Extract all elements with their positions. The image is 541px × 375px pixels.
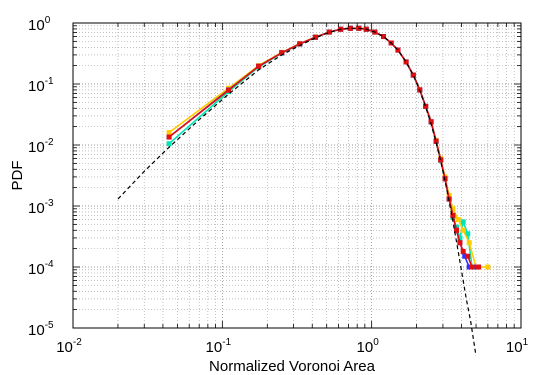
y-tick-label-base: 10 bbox=[28, 261, 45, 278]
data-point bbox=[410, 72, 416, 78]
y-axis-label: PDF bbox=[9, 161, 26, 191]
y-tick-label-exponent: 0 bbox=[45, 15, 51, 26]
data-point bbox=[466, 264, 472, 270]
data-point bbox=[428, 119, 434, 125]
data-point bbox=[395, 47, 401, 53]
data-point bbox=[297, 41, 303, 47]
y-tick-label: 100 bbox=[28, 15, 51, 34]
data-point bbox=[469, 264, 475, 270]
data-point bbox=[457, 235, 463, 241]
x-tick-label-base: 10 bbox=[357, 339, 374, 356]
data-point bbox=[256, 63, 262, 69]
data-point bbox=[433, 138, 439, 144]
y-tick-label: 10-1 bbox=[28, 76, 54, 95]
y-tick-label: 10-4 bbox=[28, 259, 54, 278]
y-tick-label-exponent: -3 bbox=[45, 198, 54, 209]
data-point bbox=[465, 231, 471, 237]
y-tick-label-base: 10 bbox=[28, 200, 45, 217]
data-point bbox=[166, 130, 172, 136]
y-tick-label-exponent: -2 bbox=[45, 137, 54, 148]
y-tick-label-exponent: -5 bbox=[45, 320, 54, 331]
x-tick-label-exponent: -1 bbox=[222, 337, 231, 348]
data-point bbox=[460, 227, 466, 233]
x-tick-label-base: 10 bbox=[206, 339, 223, 356]
data-point bbox=[312, 34, 318, 40]
x-tick-label: 10-1 bbox=[206, 337, 232, 356]
data-point bbox=[438, 157, 444, 163]
data-point bbox=[166, 134, 172, 140]
data-point bbox=[485, 264, 491, 270]
data-point bbox=[466, 240, 472, 246]
data-point bbox=[450, 206, 456, 212]
plot-frame bbox=[72, 22, 522, 329]
data-point bbox=[465, 253, 471, 259]
data-point bbox=[423, 103, 429, 109]
ticks bbox=[72, 23, 521, 329]
x-tick-labels: 10-2 10-1 100 101 bbox=[56, 337, 528, 356]
x-tick-label: 101 bbox=[506, 337, 529, 356]
x-tick-label-exponent: 0 bbox=[373, 337, 379, 348]
series-line bbox=[117, 27, 477, 356]
data-point bbox=[166, 141, 172, 147]
data-point bbox=[460, 219, 466, 225]
x-axis-label: Normalized Voronoi Area bbox=[209, 358, 376, 375]
x-tick-label-exponent: -2 bbox=[73, 337, 82, 348]
x-tick-label: 100 bbox=[357, 337, 380, 356]
data-point bbox=[460, 248, 466, 254]
data-point bbox=[326, 29, 332, 35]
data-point bbox=[450, 212, 456, 218]
y-tick-label-base: 10 bbox=[28, 322, 45, 339]
x-tick-label-exponent: 1 bbox=[523, 337, 529, 348]
data-point bbox=[226, 87, 232, 93]
series-group bbox=[117, 25, 491, 356]
y-tick-label-exponent: -4 bbox=[45, 259, 54, 270]
data-point bbox=[455, 217, 461, 223]
x-tick-label-base: 10 bbox=[506, 339, 523, 356]
y-tick-label: 10-3 bbox=[28, 198, 54, 217]
plot-area-background bbox=[73, 23, 521, 328]
data-point bbox=[454, 227, 460, 233]
y-tick-label-base: 10 bbox=[28, 139, 45, 156]
data-point bbox=[403, 59, 409, 65]
x-tick-label-base: 10 bbox=[56, 339, 73, 356]
data-point bbox=[347, 25, 353, 31]
data-point bbox=[476, 264, 482, 270]
y-tick-label-base: 10 bbox=[28, 17, 45, 34]
data-point bbox=[380, 34, 386, 40]
y-tick-label: 10-5 bbox=[28, 320, 54, 339]
data-point bbox=[279, 50, 285, 56]
data-point bbox=[462, 253, 468, 259]
y-tick-label-exponent: -1 bbox=[45, 76, 54, 87]
y-tick-label-base: 10 bbox=[28, 78, 45, 95]
y-tick-label: 10-2 bbox=[28, 137, 54, 156]
series-5 bbox=[117, 27, 477, 356]
x-tick-label: 10-2 bbox=[56, 337, 82, 356]
data-point bbox=[457, 240, 463, 246]
